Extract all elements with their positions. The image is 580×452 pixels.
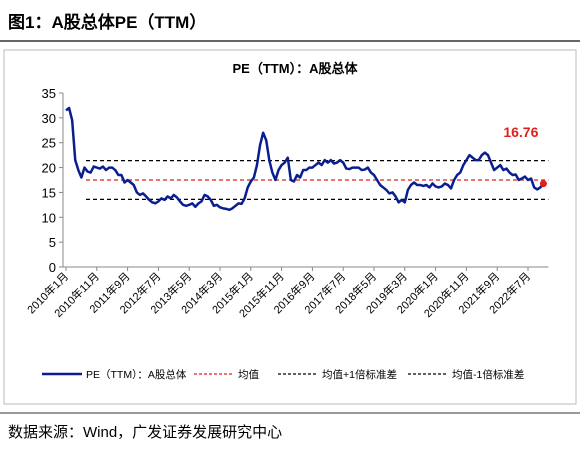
legend-label: 均值 (238, 368, 259, 381)
footer-source: 数据来源：Wind，广发证券发展研究中心 (8, 424, 282, 441)
y-tick-label: 30 (42, 111, 56, 126)
legend-label: 均值+1倍标准差 (322, 368, 397, 381)
y-tick-label: 35 (42, 86, 56, 101)
chart-frame (3, 49, 577, 405)
chart-title: PE（TTM）：A股总体 (233, 61, 359, 76)
legend-label: PE（TTM）：A股总体 (86, 368, 187, 381)
y-tick-label: 20 (42, 161, 56, 176)
last-label: 16.76 (503, 124, 538, 140)
series-line (65, 106, 545, 212)
y-tick-label: 25 (42, 136, 56, 151)
legend-label: 均值-1倍标准差 (452, 368, 524, 381)
header-title: 图1：A股总体PE（TTM） (8, 12, 206, 32)
y-tick-label: 10 (42, 210, 56, 225)
y-tick-label: 5 (49, 235, 56, 250)
y-tick-label: 0 (49, 260, 56, 275)
last-point (539, 180, 547, 188)
y-tick-label: 15 (42, 185, 56, 200)
